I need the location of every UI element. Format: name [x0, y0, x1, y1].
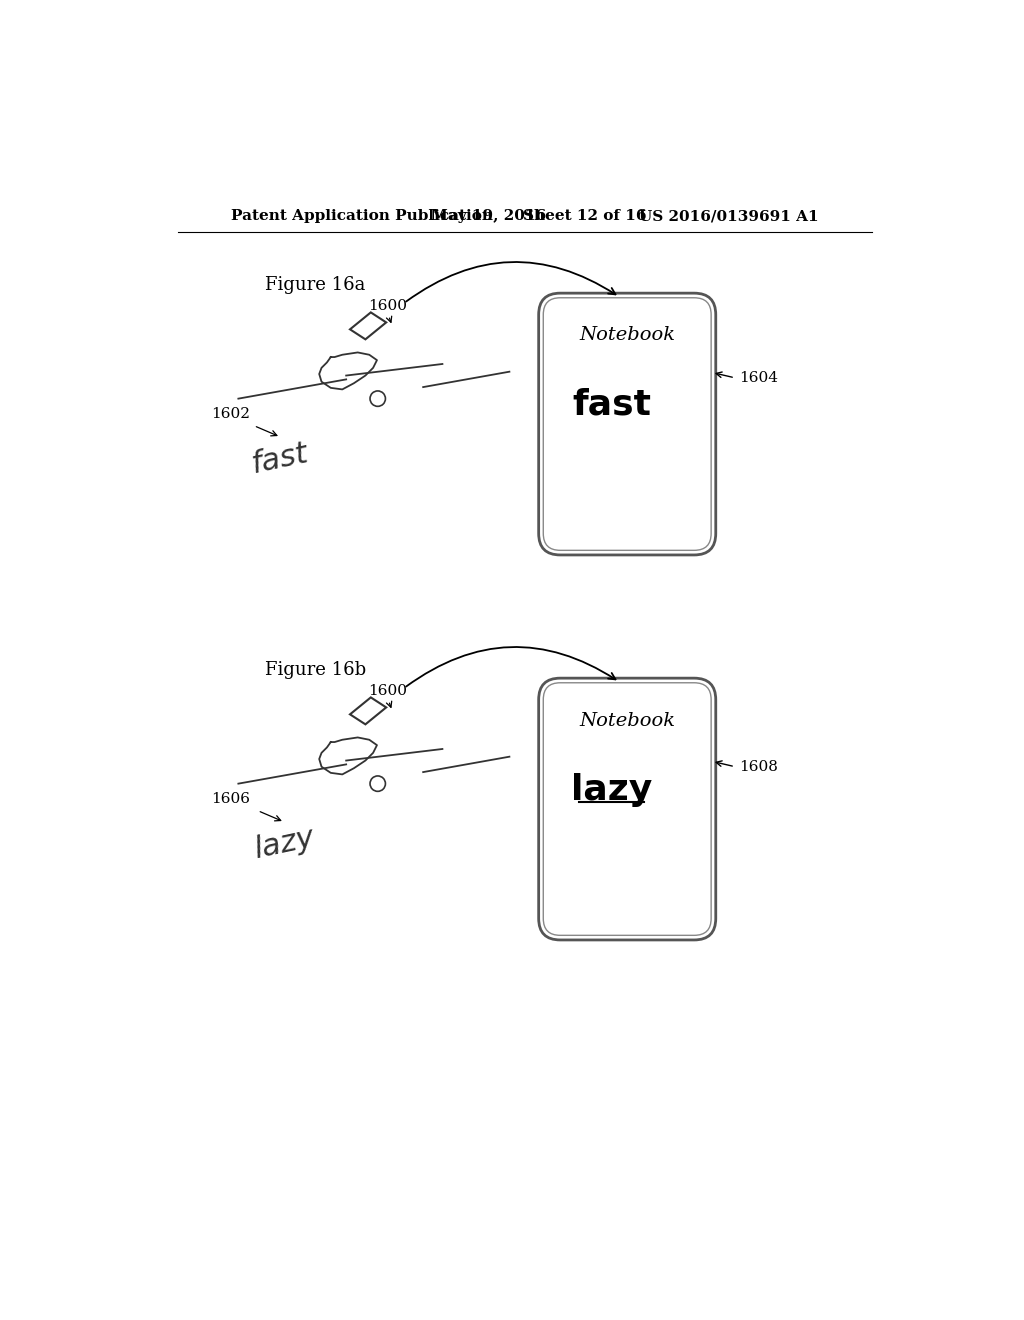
FancyBboxPatch shape — [539, 678, 716, 940]
Text: fast: fast — [572, 388, 651, 422]
Text: Figure 16a: Figure 16a — [265, 276, 366, 294]
Text: lazy: lazy — [252, 824, 317, 865]
FancyBboxPatch shape — [544, 298, 711, 550]
Text: fast: fast — [250, 438, 311, 479]
Text: 1600: 1600 — [368, 300, 407, 313]
Text: Figure 16b: Figure 16b — [265, 661, 367, 680]
FancyArrowPatch shape — [407, 647, 615, 686]
Text: US 2016/0139691 A1: US 2016/0139691 A1 — [639, 209, 818, 223]
FancyBboxPatch shape — [539, 293, 716, 554]
Text: Notebook: Notebook — [580, 326, 675, 345]
FancyBboxPatch shape — [544, 682, 711, 936]
Text: 1608: 1608 — [739, 760, 778, 774]
Text: May 19, 2016: May 19, 2016 — [431, 209, 546, 223]
Text: Sheet 12 of 16: Sheet 12 of 16 — [523, 209, 647, 223]
Text: 1604: 1604 — [739, 371, 778, 385]
Text: lazy: lazy — [571, 772, 652, 807]
Text: 1606: 1606 — [211, 792, 251, 807]
Text: Patent Application Publication: Patent Application Publication — [230, 209, 493, 223]
FancyArrowPatch shape — [407, 261, 615, 301]
Text: 1602: 1602 — [211, 407, 251, 421]
Text: 1600: 1600 — [368, 684, 407, 698]
Text: Notebook: Notebook — [580, 711, 675, 730]
